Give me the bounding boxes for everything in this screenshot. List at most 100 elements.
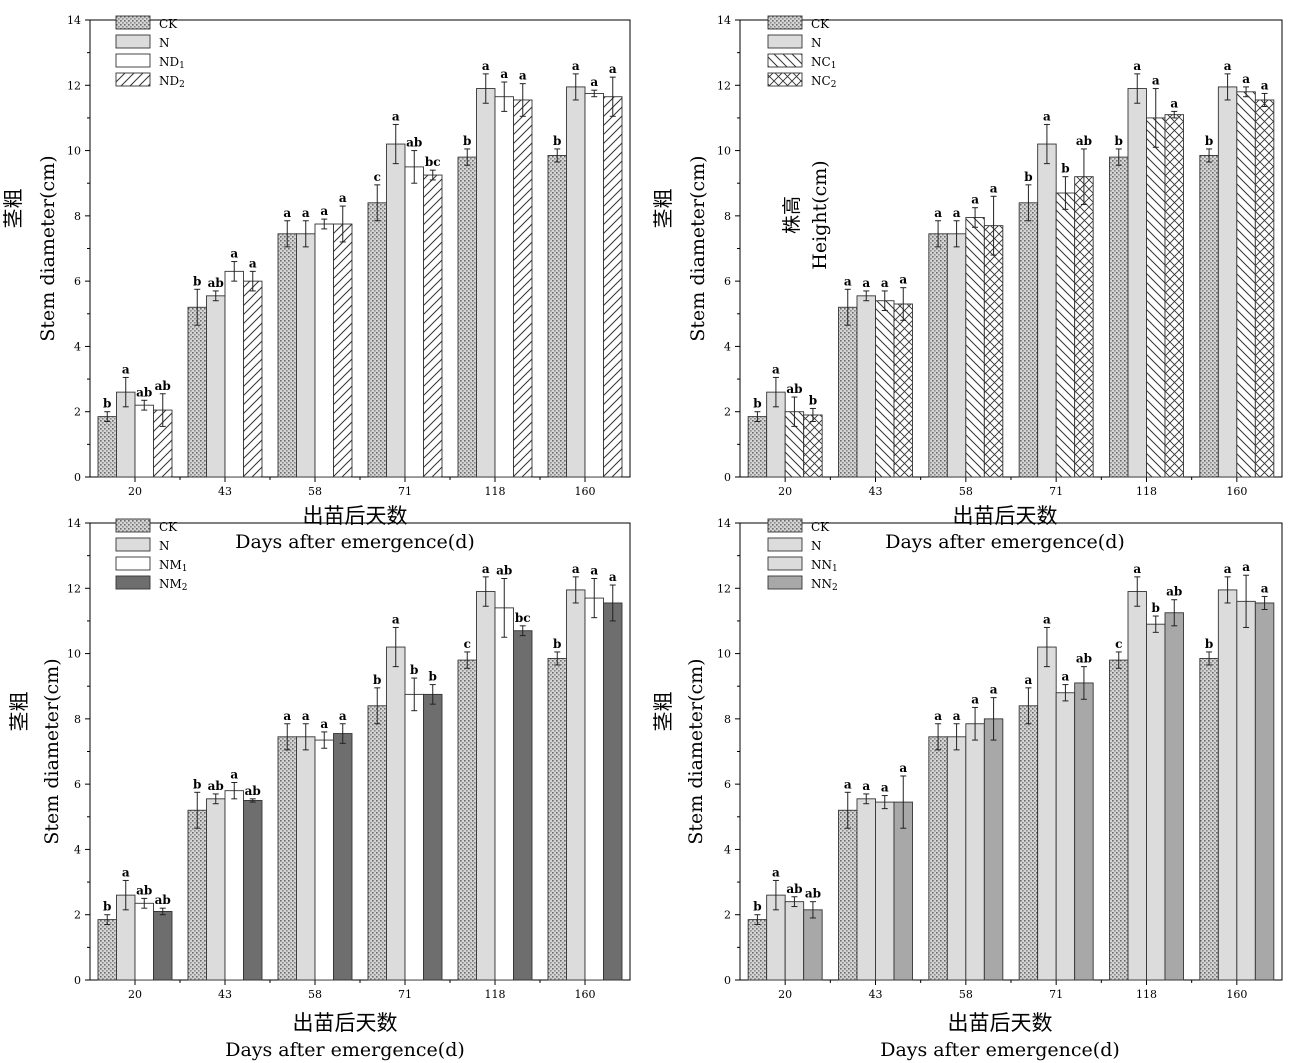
legend-label-main: CK	[811, 17, 830, 31]
legend-label-NN1: NN1	[811, 558, 838, 574]
bar-NN2	[1254, 602, 1275, 981]
legend-label-main: N	[159, 539, 170, 553]
significance-label: a	[590, 563, 598, 577]
bar-NC1	[1055, 192, 1076, 478]
bar-NC2	[893, 303, 913, 478]
y-tick-label: 8	[74, 210, 81, 223]
x-tick-label: 160	[1226, 988, 1247, 1001]
bar-N	[1127, 591, 1147, 981]
bar-N	[296, 233, 316, 478]
significance-label: a	[1043, 109, 1051, 123]
significance-label: b	[1152, 601, 1160, 615]
significance-label: a	[971, 692, 979, 706]
significance-label: a	[990, 181, 998, 195]
x-axis-label-cn: 出苗后天数	[953, 504, 1058, 528]
significance-label: b	[193, 777, 201, 791]
bar-CK	[838, 809, 858, 981]
x-tick-label: 160	[1226, 485, 1247, 498]
significance-label: a	[482, 59, 490, 73]
significance-label: a	[572, 59, 580, 73]
significance-label: a	[302, 709, 310, 723]
significance-label: a	[249, 256, 257, 270]
significance-label: a	[1170, 96, 1178, 110]
x-tick-label: 43	[869, 485, 883, 498]
significance-label: a	[339, 709, 347, 723]
significance-label: ab	[136, 385, 152, 399]
bar-CK	[838, 306, 858, 478]
legend-label-subscript: 1	[832, 564, 838, 574]
significance-label: a	[934, 206, 942, 220]
legend-swatch-NC1	[767, 53, 803, 68]
legend-label-subscript: 2	[831, 80, 837, 90]
significance-label: ab	[136, 883, 152, 897]
legend-label-main: CK	[811, 520, 830, 534]
height-label-cn: 株高	[781, 196, 803, 234]
y-tick-label: 2	[724, 909, 731, 922]
significance-label: a	[862, 276, 870, 290]
legend-swatch-N	[767, 34, 803, 49]
legend-swatch-NM1	[115, 556, 151, 571]
legend-swatch-NN2	[767, 575, 803, 590]
y-tick-label: 6	[724, 275, 731, 288]
significance-label: b	[193, 274, 201, 288]
significance-label: b	[463, 134, 471, 148]
y-tick-label: 14	[717, 14, 731, 27]
legend-label-main: N	[811, 539, 822, 553]
x-tick-label: 20	[778, 988, 792, 1001]
bar-N	[856, 295, 876, 478]
x-tick-label: 71	[1049, 988, 1063, 1001]
significance-label: a	[1242, 560, 1250, 574]
significance-label: c	[374, 170, 381, 184]
y-tick-label: 2	[74, 406, 81, 419]
bar-ND1	[494, 96, 514, 478]
legend-label-subscript: 1	[182, 564, 188, 574]
y-axis-label: Stem diameter(cm)	[41, 658, 63, 844]
legend-swatch-NN1	[767, 556, 803, 571]
y-tick-label: 4	[74, 340, 81, 353]
significance-label: bc	[425, 155, 441, 169]
legend-label-CK: CK	[811, 520, 830, 534]
significance-label: a	[572, 562, 580, 576]
significance-label: b	[103, 900, 111, 914]
significance-label: a	[1242, 72, 1250, 86]
bar-NM2	[423, 693, 443, 981]
bar-N	[566, 589, 586, 981]
significance-label: a	[899, 273, 907, 287]
legend-label-CK: CK	[811, 17, 830, 31]
bar-N	[566, 86, 586, 478]
significance-label: bc	[515, 611, 531, 625]
significance-label: ab	[208, 779, 224, 793]
bar-NM2	[333, 733, 353, 981]
legend-label-main: NM	[159, 577, 182, 591]
significance-label: a	[230, 768, 238, 782]
bar-N	[206, 798, 226, 981]
significance-label: a	[772, 362, 780, 376]
significance-label: a	[1133, 562, 1141, 576]
bar-ND2	[333, 223, 353, 478]
significance-label: a	[482, 562, 490, 576]
bar-N	[946, 233, 967, 478]
x-axis-label-cn: 出苗后天数	[303, 504, 408, 528]
significance-label: a	[1224, 562, 1232, 576]
legend-label-CK: CK	[159, 520, 178, 534]
y-tick-label: 0	[74, 974, 81, 987]
x-tick-label: 118	[1136, 988, 1157, 1001]
y-tick-label: 14	[717, 517, 731, 530]
bar-CK	[187, 306, 207, 478]
bar-NM1	[134, 902, 154, 981]
significance-label: a	[339, 191, 347, 205]
x-tick-label: 160	[575, 485, 596, 498]
bar-ND1	[404, 166, 424, 478]
legend-swatch-CK	[115, 518, 151, 533]
x-tick-label: 58	[308, 988, 322, 1001]
significance-label: a	[283, 206, 291, 220]
bar-N	[296, 736, 316, 981]
bar-CK	[277, 233, 297, 478]
bar-NM1	[224, 790, 244, 981]
bar-N	[386, 646, 406, 981]
